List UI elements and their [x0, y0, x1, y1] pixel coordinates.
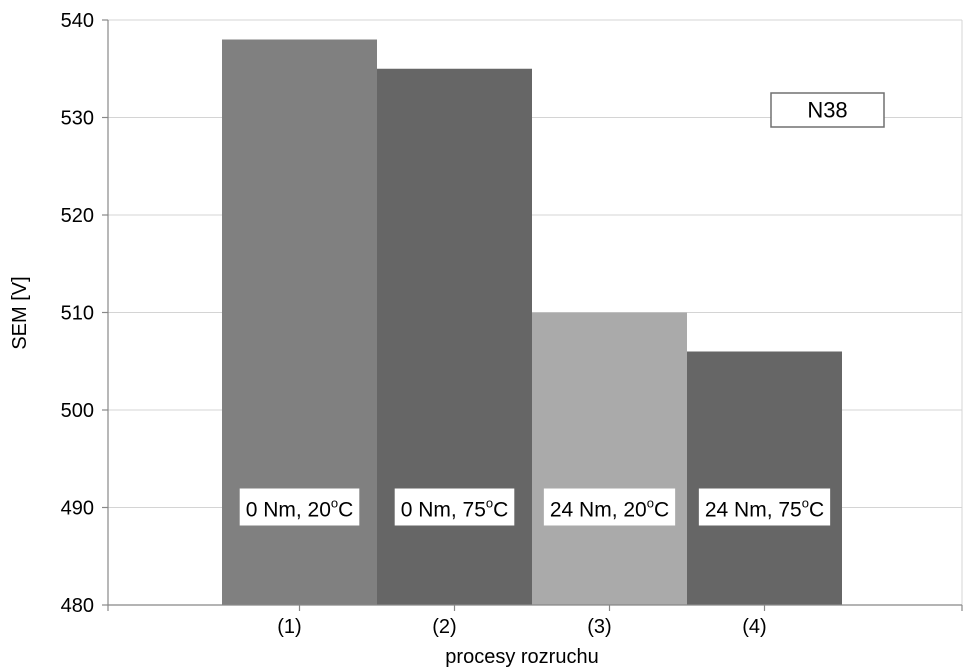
- y-tick-label: 490: [61, 498, 94, 520]
- data-label-box: [394, 488, 515, 526]
- data-label: 24 Nm, 20oC: [543, 488, 676, 526]
- bar: [532, 312, 687, 605]
- data-label-text: 24 Nm, 20oC: [550, 496, 669, 522]
- y-tick-labels: 480 490 500 510 520 530 540: [61, 10, 94, 617]
- data-label: 0 Nm, 75oC: [394, 488, 515, 526]
- x-axis-title: procesy rozruchu: [445, 646, 598, 668]
- y-tick-label: 510: [61, 303, 94, 325]
- x-tick-label: (1): [277, 616, 301, 638]
- x-tick-label: (4): [742, 616, 766, 638]
- data-label-box: [543, 488, 676, 526]
- x-tick-label: (3): [587, 616, 611, 638]
- x-tick-labels: (1) (2) (3) (4): [277, 616, 766, 638]
- y-tick-label: 480: [61, 595, 94, 617]
- bar: [687, 351, 842, 605]
- series-annotation-label: N38: [807, 98, 847, 123]
- data-label-box: [698, 488, 831, 526]
- series-annotation-box: N38: [770, 92, 885, 128]
- data-label-text: 0 Nm, 75oC: [401, 496, 509, 522]
- axes: [102, 19, 963, 611]
- y-tick-label: 500: [61, 400, 94, 422]
- y-tick-label: 520: [61, 205, 94, 227]
- y-axis-title: SEM [V]: [9, 276, 31, 349]
- data-label-text: 24 Nm, 75oC: [705, 496, 824, 522]
- x-tick-label: (2): [432, 616, 456, 638]
- data-label-box: [239, 488, 360, 526]
- data-label-text: 0 Nm, 20oC: [246, 496, 354, 522]
- data-label: 24 Nm, 75oC: [698, 488, 831, 526]
- data-labels: 0 Nm, 20oC 0 Nm, 75oC 24 Nm, 20oC 24 Nm, 75…: [239, 488, 831, 526]
- data-label: 0 Nm, 20oC: [239, 488, 360, 526]
- y-tick-label: 530: [61, 108, 94, 130]
- y-tick-label: 540: [61, 10, 94, 32]
